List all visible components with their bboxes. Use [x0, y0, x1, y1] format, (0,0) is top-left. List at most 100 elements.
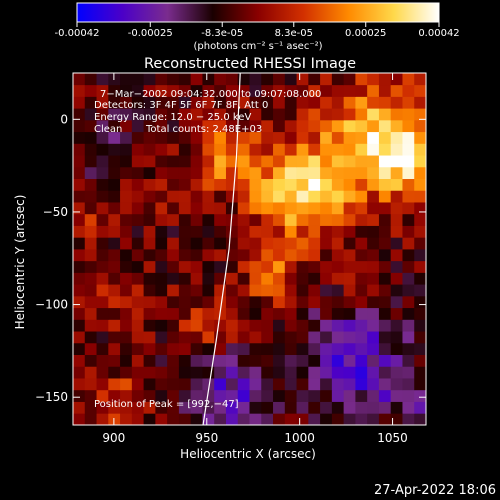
- heatmap-cell: [284, 366, 297, 379]
- heatmap-cell: [343, 413, 356, 426]
- heatmap-cell: [84, 389, 97, 402]
- heatmap-cell: [414, 119, 427, 133]
- annotation-time-range: 7−Mar−2002 09:04:32.000 to 09:07:08.000: [100, 89, 321, 100]
- heatmap-cell: [414, 73, 427, 86]
- heatmap-cell: [202, 331, 215, 344]
- heatmap-cell: [131, 108, 144, 121]
- heatmap-cell: [284, 237, 297, 250]
- heatmap-cell: [108, 237, 121, 250]
- heatmap-cell: [343, 284, 356, 297]
- colorbar-tick-label: -0.00042: [55, 28, 100, 39]
- heatmap-cell: [414, 237, 427, 250]
- heatmap-cell: [273, 178, 286, 191]
- heatmap-cell: [367, 413, 380, 426]
- heatmap-cell: [378, 213, 392, 226]
- heatmap-cell: [73, 401, 86, 414]
- heatmap-cell: [331, 354, 345, 367]
- heatmap-cell: [214, 225, 227, 238]
- heatmap-cell: [402, 108, 415, 121]
- heatmap-cell: [367, 284, 380, 297]
- heatmap-cell: [73, 295, 86, 309]
- heatmap-cell: [331, 413, 345, 426]
- heatmap-cell: [84, 284, 97, 297]
- heatmap-cell: [155, 331, 168, 344]
- heatmap-cell: [225, 366, 239, 379]
- heatmap-cell: [84, 225, 97, 238]
- heatmap-cell: [261, 225, 274, 238]
- heatmap-cell: [190, 389, 203, 402]
- heatmap-cell: [320, 237, 333, 250]
- heatmap-cell: [143, 166, 156, 179]
- heatmap-cell: [296, 401, 309, 414]
- heatmap-cell: [378, 237, 392, 250]
- heatmap-cell: [120, 284, 133, 297]
- heatmap-cell: [120, 202, 133, 215]
- heatmap-cell: [143, 354, 156, 367]
- heatmap-cell: [331, 272, 345, 285]
- heatmap-cell: [108, 225, 121, 238]
- heatmap-cell: [414, 190, 427, 203]
- heatmap-cell: [120, 178, 133, 191]
- heatmap-cell: [273, 366, 286, 379]
- heatmap-cell: [108, 389, 121, 402]
- heatmap-cell: [120, 73, 133, 86]
- heatmap-cell: [108, 401, 121, 414]
- heatmap-cell: [178, 166, 192, 179]
- heatmap-cell: [273, 295, 286, 309]
- heatmap-cell: [261, 119, 274, 133]
- heatmap-cell: [120, 108, 133, 121]
- heatmap-cell: [331, 319, 345, 332]
- heatmap-cell: [320, 202, 333, 215]
- heatmap-cell: [190, 96, 203, 109]
- heatmap-cell: [320, 178, 333, 191]
- heatmap-cell: [320, 166, 333, 179]
- heatmap-cell: [414, 354, 427, 367]
- heatmap-cell: [249, 96, 262, 109]
- heatmap-cell: [273, 284, 286, 297]
- heatmap-cell: [225, 295, 239, 309]
- heatmap-cell: [367, 178, 380, 191]
- heatmap-cell: [84, 166, 97, 179]
- heatmap-cell: [249, 272, 262, 285]
- heatmap-cell: [249, 295, 262, 309]
- heatmap-cell: [190, 319, 203, 332]
- heatmap-cell: [331, 155, 345, 168]
- heatmap-cell: [284, 295, 297, 309]
- heatmap-cell: [261, 96, 274, 109]
- heatmap-cell: [284, 260, 297, 273]
- heatmap-cell: [143, 260, 156, 273]
- heatmap-cell: [120, 249, 133, 262]
- heatmap-cell: [84, 73, 97, 86]
- heatmap-cell: [367, 237, 380, 250]
- heatmap-cell: [131, 342, 144, 355]
- heatmap-cell: [273, 319, 286, 332]
- heatmap-cell: [331, 401, 345, 414]
- heatmap-cell: [261, 319, 274, 332]
- heatmap-cell: [261, 155, 274, 168]
- heatmap-cell: [273, 331, 286, 344]
- heatmap-cell: [367, 378, 380, 391]
- heatmap-cell: [190, 202, 203, 215]
- heatmap-cell: [308, 178, 321, 191]
- heatmap-cell: [202, 354, 215, 367]
- heatmap-cell: [308, 202, 321, 215]
- heatmap-cell: [320, 155, 333, 168]
- heatmap-cell: [237, 143, 250, 156]
- heatmap-cell: [84, 155, 97, 168]
- heatmap-cell: [378, 342, 392, 355]
- heatmap-cell: [178, 331, 192, 344]
- heatmap-cell: [390, 178, 403, 191]
- heatmap-cell: [367, 389, 380, 402]
- heatmap-cell: [414, 96, 427, 109]
- heatmap-cell: [367, 307, 380, 320]
- heatmap-cell: [131, 413, 144, 426]
- heatmap-cell: [273, 260, 286, 273]
- heatmap-cell: [120, 96, 133, 109]
- y-tick-label: −50: [43, 205, 68, 219]
- heatmap-cell: [96, 413, 109, 426]
- heatmap-cell: [202, 307, 215, 320]
- heatmap-cell: [320, 73, 333, 86]
- heatmap-cell: [108, 131, 121, 144]
- heatmap-cell: [273, 237, 286, 250]
- heatmap-cell: [120, 342, 133, 355]
